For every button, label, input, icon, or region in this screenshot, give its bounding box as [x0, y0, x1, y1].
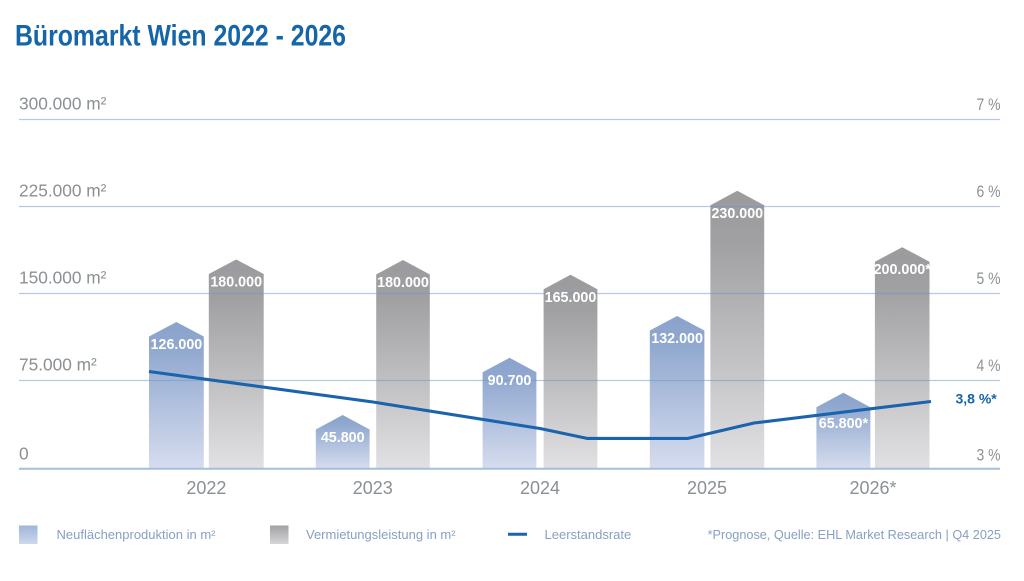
svg-text:75.000 m²: 75.000 m²	[19, 354, 97, 374]
svg-text:2022: 2022	[186, 478, 226, 498]
svg-text:132.000: 132.000	[651, 331, 703, 347]
svg-text:2024: 2024	[520, 478, 560, 498]
svg-text:45.800: 45.800	[321, 430, 365, 446]
svg-text:2023: 2023	[353, 478, 393, 498]
svg-text:150.000 m²: 150.000 m²	[19, 267, 107, 287]
svg-text:0: 0	[19, 444, 29, 464]
svg-text:165.000: 165.000	[545, 290, 597, 306]
svg-text:230.000: 230.000	[711, 206, 763, 222]
svg-text:Leerstandsrate: Leerstandsrate	[545, 527, 632, 542]
svg-text:2026*: 2026*	[849, 478, 896, 498]
svg-text:7 %: 7 %	[977, 95, 1001, 114]
svg-text:*Prognose, Quelle: EHL Market: *Prognose, Quelle: EHL Market Research |…	[708, 528, 1001, 542]
svg-text:200.000*: 200.000*	[874, 262, 932, 278]
svg-text:126.000: 126.000	[151, 337, 203, 353]
svg-text:Neuflächenproduktion in m²: Neuflächenproduktion in m²	[57, 527, 217, 542]
svg-text:90.700: 90.700	[488, 373, 532, 389]
svg-text:4 %: 4 %	[977, 356, 1001, 375]
svg-text:225.000 m²: 225.000 m²	[19, 180, 107, 200]
svg-text:6 %: 6 %	[977, 182, 1001, 201]
svg-text:300.000 m²: 300.000 m²	[19, 93, 107, 113]
svg-text:5 %: 5 %	[977, 269, 1001, 288]
svg-text:180.000: 180.000	[210, 275, 262, 291]
svg-text:2025: 2025	[687, 478, 727, 498]
svg-text:3 %: 3 %	[977, 446, 1001, 465]
svg-text:65.800*: 65.800*	[819, 416, 869, 432]
svg-text:3,8 %*: 3,8 %*	[956, 391, 998, 407]
svg-text:Vermietungsleistung in m²: Vermietungsleistung in m²	[306, 527, 456, 542]
svg-text:Büromarkt Wien 2022 - 2026: Büromarkt Wien 2022 - 2026	[15, 20, 346, 53]
svg-text:180.000: 180.000	[377, 275, 429, 291]
